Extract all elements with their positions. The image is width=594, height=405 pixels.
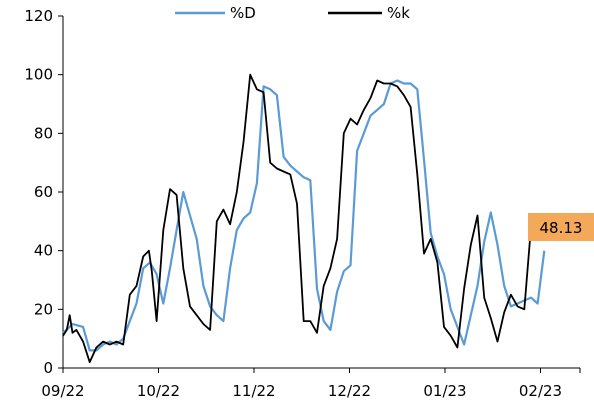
- axes: 0 20 40 60 80 100 120 09/22 10/22 11/22 12/22 01/23…: [24, 7, 581, 400]
- y-tick-label: 0: [43, 359, 53, 377]
- annotation-box: [528, 213, 594, 241]
- x-tick-label: 10/22: [137, 382, 180, 400]
- x-tick-label: 01/23: [423, 382, 466, 400]
- y-tick-label: 120: [24, 7, 53, 25]
- x-tick-label: 09/22: [41, 382, 84, 400]
- y-tick-label: 60: [34, 183, 53, 201]
- legend-label-d: %D: [230, 4, 256, 22]
- y-tick-label: 100: [24, 66, 53, 84]
- y-tick-label: 20: [34, 300, 53, 318]
- series-line-d: [62, 79, 546, 352]
- y-tick-label: 40: [34, 242, 53, 260]
- x-tick-label: 02/23: [519, 382, 562, 400]
- x-tick-label: 12/22: [328, 382, 371, 400]
- legend: %D %k: [175, 4, 410, 22]
- x-tick-label: 11/22: [232, 382, 275, 400]
- series-line-k: [62, 73, 532, 363]
- legend-label-k: %k: [387, 4, 410, 22]
- y-tick-label: 80: [34, 124, 53, 142]
- last-value-annotation: 48.13: [528, 213, 594, 241]
- annotation-label: 48.13: [540, 219, 583, 237]
- series-layer: [62, 73, 546, 363]
